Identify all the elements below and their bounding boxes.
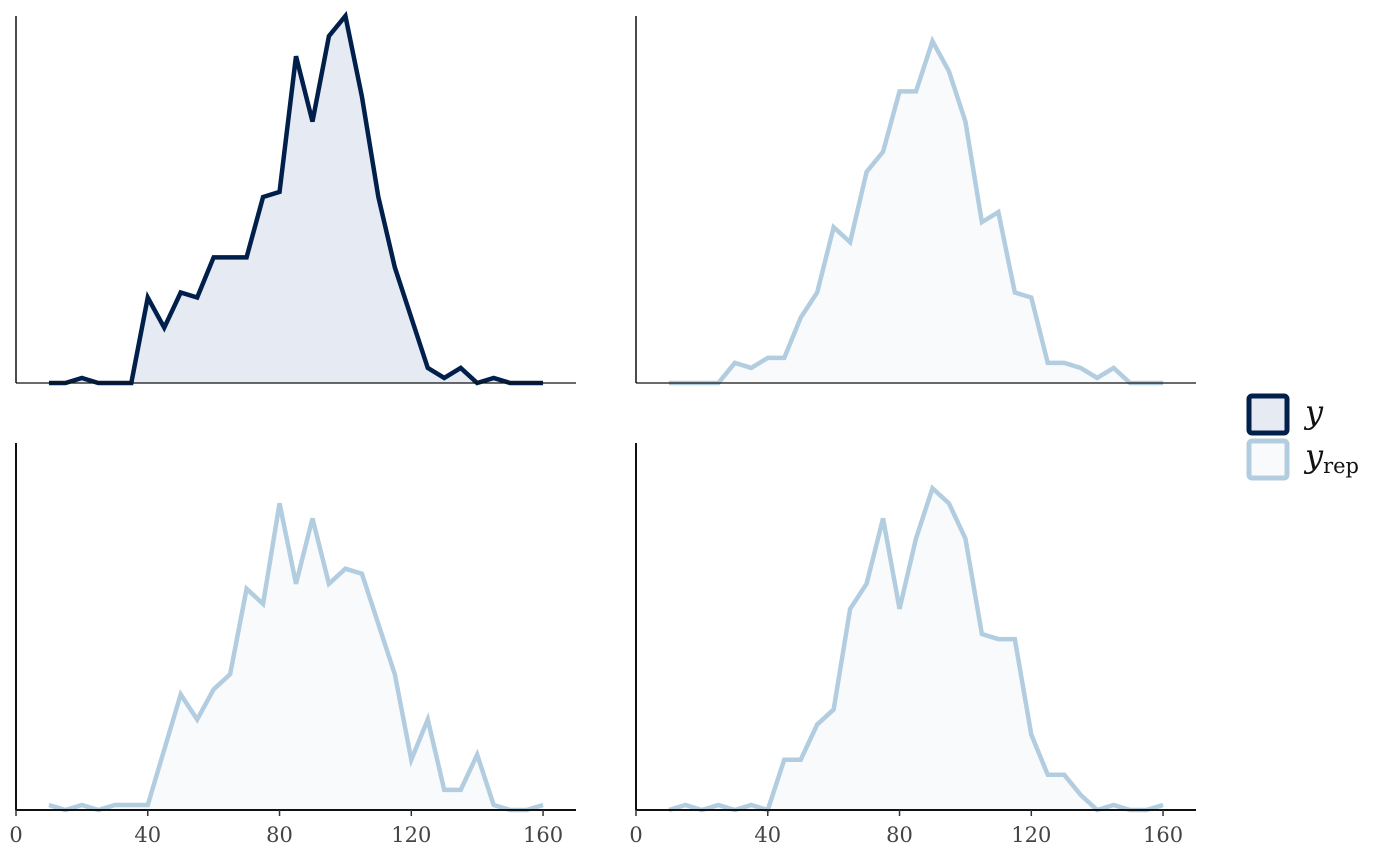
- x-tick-label: 0: [629, 823, 642, 847]
- area: [668, 488, 1164, 810]
- line: [668, 35, 1164, 386]
- legend-key: [1246, 393, 1290, 436]
- x-tick-label: 160: [523, 823, 563, 847]
- legend-key: [1246, 438, 1290, 481]
- legend-label: yrep: [1303, 437, 1359, 478]
- x-tick-label: 40: [754, 823, 781, 847]
- x-tick-label: 0: [9, 823, 22, 847]
- legend-label-subscript: rep: [1323, 454, 1359, 478]
- area: [668, 41, 1164, 383]
- x-tick-label: 40: [134, 823, 161, 847]
- x-tick-label: 120: [1011, 823, 1051, 847]
- area: [48, 16, 544, 383]
- x-tick-label: 120: [391, 823, 431, 847]
- legend-label-main: y: [1303, 437, 1324, 475]
- x-tick-label: 80: [886, 823, 913, 847]
- line: [668, 484, 1164, 813]
- x-tick-label: 80: [266, 823, 293, 847]
- x-tick-label: 160: [1143, 823, 1183, 847]
- legend-label: y: [1303, 393, 1324, 431]
- line: [48, 502, 544, 813]
- area: [48, 503, 544, 810]
